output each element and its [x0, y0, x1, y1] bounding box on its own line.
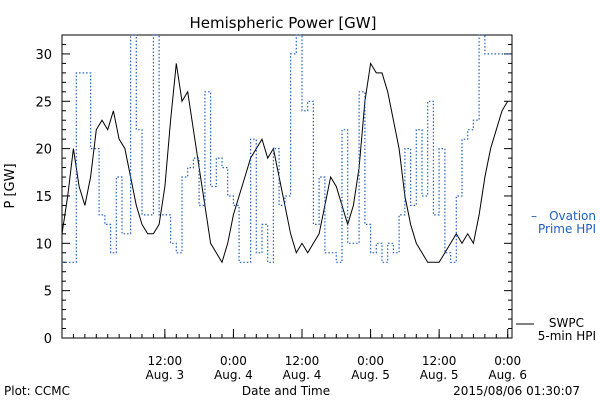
legend: – Ovation Prime HPI SWPC 5-min HPI [516, 209, 596, 343]
y-tick-label: 0 [44, 332, 52, 347]
x-tick-date: Aug. 6 [488, 368, 527, 382]
x-tick-label: 0:00 [357, 354, 384, 368]
y-tick-label: 20 [35, 143, 52, 158]
x-tick-date: Aug. 5 [420, 368, 459, 382]
x-tick-label: 0:00 [494, 354, 521, 368]
y-tick-label: 30 [35, 48, 52, 63]
y-tick-label: 15 [35, 190, 52, 205]
chart-title: Hemispheric Power [GW] [190, 14, 377, 32]
legend-swpc-line1: SWPC [549, 316, 584, 330]
legend-ovation-dash: – [531, 209, 537, 223]
x-tick-label: 12:00 [422, 354, 457, 368]
legend-ovation-line1: Ovation [549, 209, 596, 223]
x-tick-date: Aug. 3 [146, 368, 185, 382]
legend-ovation-line2: Prime HPI [538, 222, 596, 236]
x-tick-date: Aug. 4 [214, 368, 253, 382]
x-tick-label: 0:00 [220, 354, 247, 368]
footer-left: Plot: CCMC [4, 384, 70, 398]
x-tick-label: 12:00 [148, 354, 183, 368]
x-tick-date: Aug. 4 [283, 368, 322, 382]
x-tick-label: 12:00 [285, 354, 320, 368]
y-tick-label: 10 [35, 237, 52, 252]
x-tick-date: Aug. 5 [351, 368, 390, 382]
y-tick-label: 5 [44, 285, 52, 300]
legend-swpc-line2: 5-min HPI [538, 329, 596, 343]
plot-frame [61, 34, 513, 339]
y-tick-label: 25 [35, 95, 52, 110]
x-axis-label: Date and Time [242, 384, 330, 398]
series-line-ovation [62, 34, 512, 263]
series-line-swpc [61, 61, 509, 264]
y-axis-label: P [GW] [3, 163, 18, 208]
footer-right: 2015/08/06 01:30:07 [453, 384, 580, 398]
